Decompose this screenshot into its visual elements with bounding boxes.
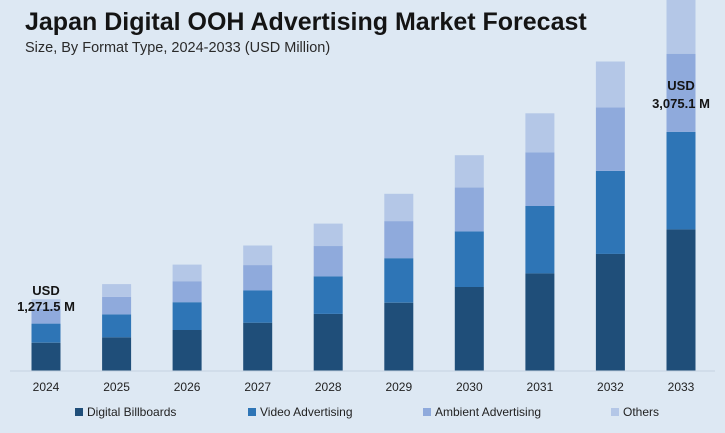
- first-total-annotation: USD 1,271.5 M: [17, 283, 75, 314]
- legend-label: Digital Billboards: [87, 405, 177, 419]
- x-tick-label-2028: 2028: [315, 380, 342, 394]
- x-tick-label-2027: 2027: [244, 380, 271, 394]
- legend-label: Video Advertising: [260, 405, 353, 419]
- x-tick-label-2029: 2029: [385, 380, 412, 394]
- first-total-currency: USD: [32, 283, 59, 298]
- legend-swatch: [423, 408, 431, 416]
- bar-segment-ambient-advertising-2024: [31, 309, 61, 324]
- bar-segment-digital-billboards-2028: [313, 313, 343, 371]
- bar-segment-video-advertising-2025: [102, 314, 132, 338]
- bar-segment-others-2028: [313, 223, 343, 247]
- bar-segment-others-2030: [454, 155, 484, 188]
- x-tick-label-2030: 2030: [456, 380, 483, 394]
- bar-segment-ambient-advertising-2029: [384, 221, 414, 259]
- legend-swatch: [248, 408, 256, 416]
- bar-segment-video-advertising-2032: [595, 170, 625, 254]
- bar-segment-digital-billboards-2032: [595, 253, 625, 371]
- bar-segment-video-advertising-2031: [525, 206, 555, 274]
- bar-segment-ambient-advertising-2032: [595, 107, 625, 171]
- last-total-currency: USD: [667, 78, 694, 93]
- legend-item-others: Others: [611, 405, 659, 419]
- bar-segment-video-advertising-2026: [172, 302, 202, 330]
- x-tick-label-2031: 2031: [527, 380, 554, 394]
- bar-segment-others-2031: [525, 113, 555, 153]
- bar-segment-ambient-advertising-2030: [454, 187, 484, 232]
- bar-segment-video-advertising-2029: [384, 258, 414, 303]
- bar-segment-video-advertising-2027: [243, 290, 273, 323]
- bar-segment-digital-billboards-2026: [172, 330, 202, 371]
- bar-segment-others-2026: [172, 264, 202, 282]
- bar-segment-digital-billboards-2025: [102, 337, 132, 371]
- legend-swatch: [611, 408, 619, 416]
- bar-segment-others-2024: [31, 299, 61, 309]
- bar-segment-video-advertising-2030: [454, 231, 484, 287]
- last-total-value: 3,075.1 M: [652, 96, 710, 111]
- x-tick-label-2024: 2024: [33, 380, 60, 394]
- x-tick-label-2032: 2032: [597, 380, 624, 394]
- first-total-value: 1,271.5 M: [17, 299, 75, 314]
- bar-segment-digital-billboards-2029: [384, 302, 414, 371]
- bar-segment-ambient-advertising-2033: [666, 53, 696, 132]
- legend-item-ambient-advertising: Ambient Advertising: [423, 405, 541, 419]
- chart-legend: Digital Billboards Video Advertising Amb…: [0, 405, 725, 423]
- bar-segment-others-2032: [595, 61, 625, 108]
- bar-segment-video-advertising-2028: [313, 276, 343, 314]
- x-tick-label-2033: 2033: [668, 380, 695, 394]
- chart-title: Japan Digital OOH Advertising Market For…: [25, 8, 587, 36]
- bar-segment-others-2027: [243, 245, 273, 265]
- bar-segment-ambient-advertising-2027: [243, 265, 273, 291]
- legend-label: Ambient Advertising: [435, 405, 542, 419]
- x-tick-label-2026: 2026: [174, 380, 201, 394]
- bar-series-group: [31, 0, 696, 371]
- bar-segment-digital-billboards-2031: [525, 273, 555, 371]
- last-total-annotation: USD 3,075.1 M: [652, 78, 710, 111]
- bar-segment-digital-billboards-2033: [666, 229, 696, 371]
- bar-segment-video-advertising-2033: [666, 131, 696, 230]
- bar-segment-ambient-advertising-2025: [102, 296, 132, 315]
- legend-swatch: [75, 408, 83, 416]
- bar-segment-others-2029: [384, 193, 414, 222]
- bar-segment-digital-billboards-2027: [243, 322, 273, 371]
- bar-segment-others-2025: [102, 284, 132, 297]
- x-tick-label-2025: 2025: [103, 380, 130, 394]
- bar-segment-ambient-advertising-2026: [172, 281, 202, 303]
- bar-segment-others-2033: [666, 0, 696, 54]
- bar-segment-video-advertising-2024: [31, 323, 61, 343]
- legend-label: Others: [623, 405, 660, 419]
- bar-segment-ambient-advertising-2028: [313, 246, 343, 277]
- legend-item-video-advertising: Video Advertising: [248, 405, 353, 419]
- bar-segment-digital-billboards-2030: [454, 287, 484, 371]
- chart-subtitle: Size, By Format Type, 2024-2033 (USD Mil…: [25, 40, 331, 56]
- legend-item-digital-billboards: Digital Billboards: [75, 405, 176, 419]
- x-tick-labels: 2024 2025 2026 2027 2028 2029 2030 2031 2032 2033: [33, 380, 695, 394]
- bar-segment-ambient-advertising-2031: [525, 152, 555, 206]
- bar-segment-digital-billboards-2024: [31, 342, 61, 371]
